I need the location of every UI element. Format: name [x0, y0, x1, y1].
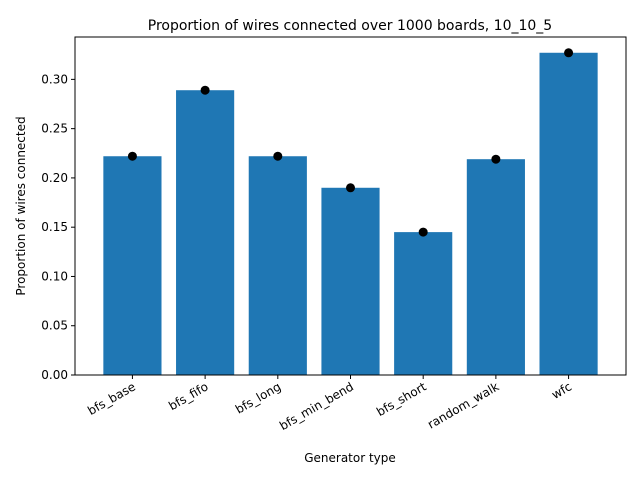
bar-bfs-long [248, 156, 307, 375]
x-tick-label: bfs_short [374, 379, 429, 419]
y-tick-label: 0.25 [41, 122, 68, 136]
point-bfs-base [127, 151, 137, 161]
plot-frame [74, 36, 627, 376]
y-tick-label: 0.00 [41, 368, 68, 382]
bar-random-walk [466, 159, 525, 375]
x-axis-label: Generator type [304, 451, 396, 465]
x-tick-label: bfs_base [85, 379, 138, 417]
y-tick-label: 0.10 [41, 269, 68, 283]
bar-bfs-min-bend [321, 187, 380, 375]
point-bfs-short [418, 227, 428, 237]
bar-bfs-short [394, 232, 453, 375]
point-bfs-long [273, 151, 283, 161]
bar-bfs-fifo [176, 90, 235, 375]
point-random-walk [491, 154, 501, 164]
point-bfs-fifo [200, 85, 210, 95]
y-tick-label: 0.15 [41, 220, 68, 234]
x-tick-label: bfs_fifo [166, 379, 210, 413]
x-tick-label: random_walk [425, 379, 501, 431]
y-tick-label: 0.05 [41, 319, 68, 333]
x-tick-label: bfs_min_bend [277, 379, 356, 433]
y-axis-label: Proportion of wires connected [14, 116, 28, 295]
point-bfs-min-bend [346, 183, 355, 193]
bar-wfc [539, 52, 598, 376]
x-tick-label: wfc [549, 379, 574, 401]
x-tick-label: bfs_long [233, 379, 283, 416]
y-tick-label: 0.20 [41, 171, 68, 185]
point-wfc [564, 48, 574, 58]
y-tick-label: 0.30 [41, 72, 68, 86]
chart-title: Proportion of wires connected over 1000 … [148, 18, 552, 34]
bar-bfs-base [103, 156, 162, 375]
